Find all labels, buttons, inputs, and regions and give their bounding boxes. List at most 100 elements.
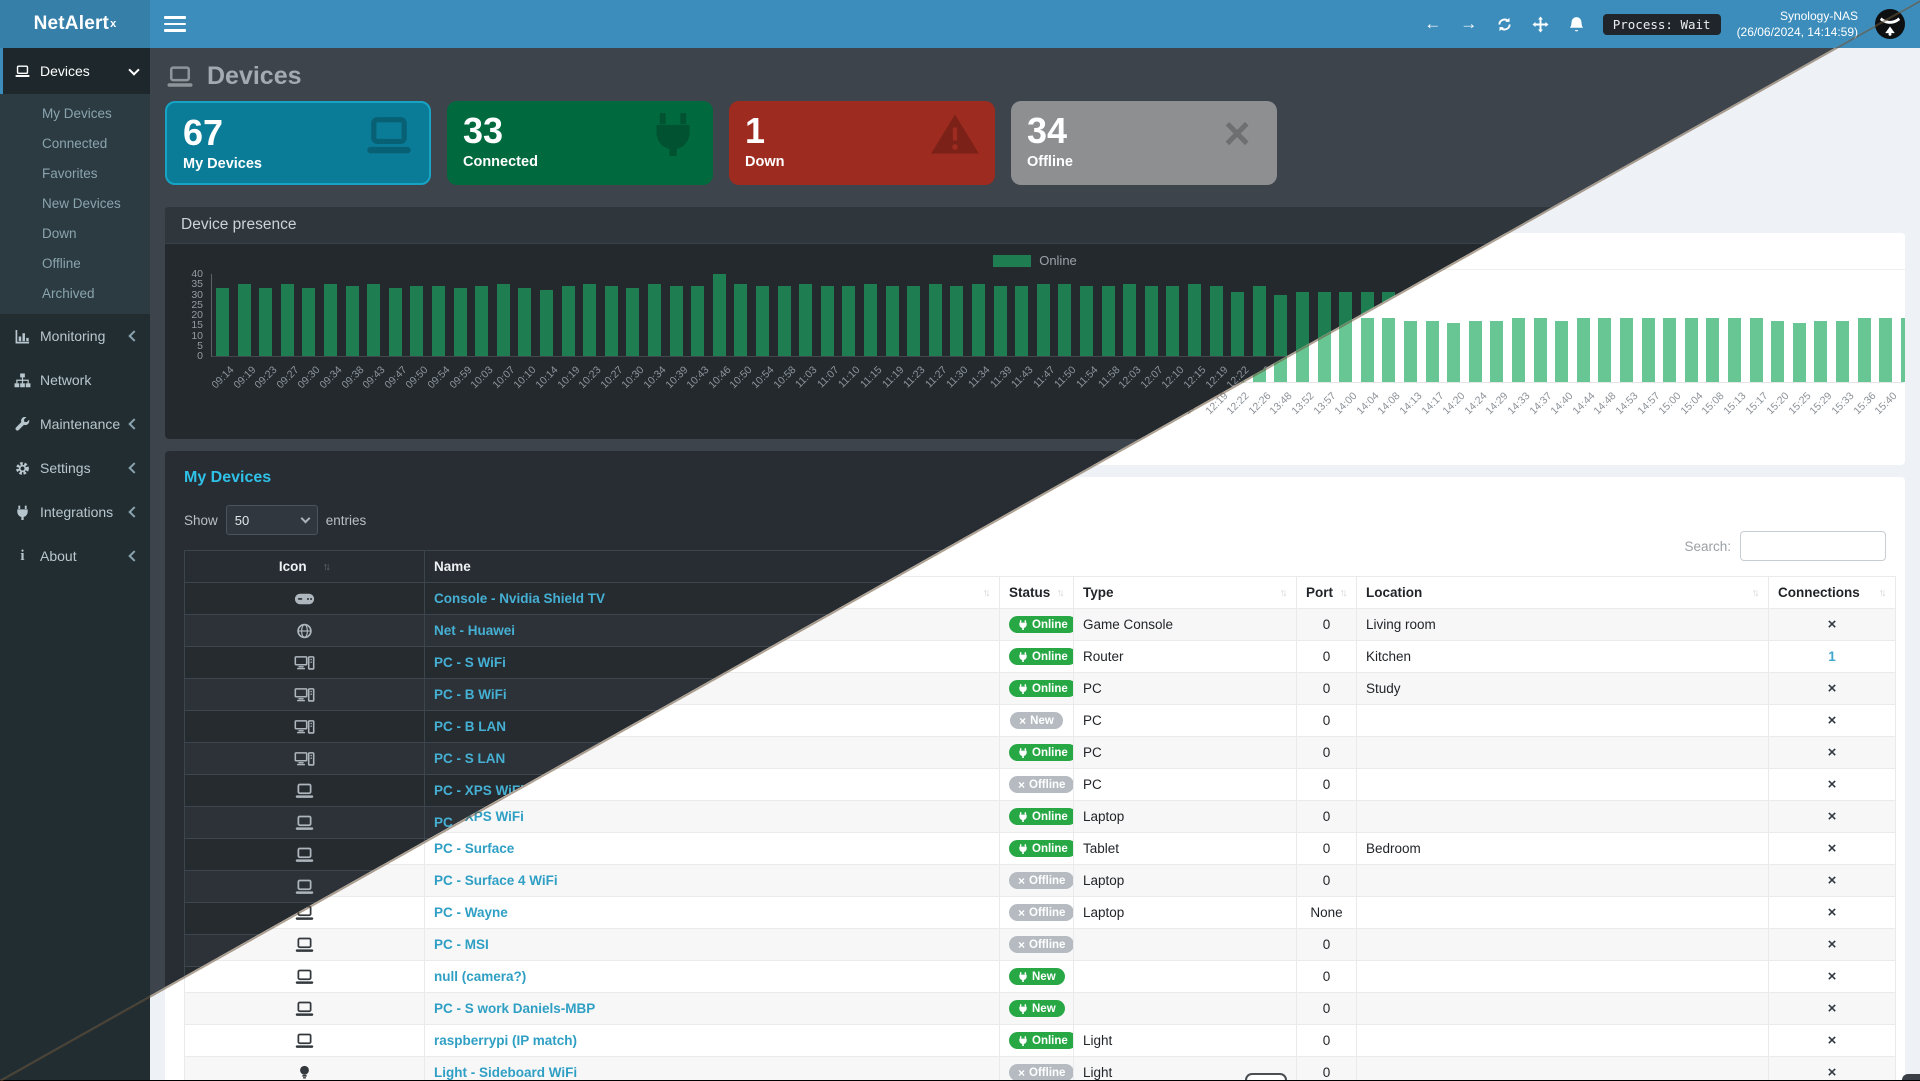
- chart-bar: [1274, 294, 1288, 356]
- back-arrow-icon[interactable]: ←: [1424, 14, 1442, 33]
- connections-x-icon[interactable]: ×: [1827, 1006, 1837, 1023]
- my-devices-card: My Devices Show 50 entries Search: Icon↑…: [165, 451, 1905, 1080]
- device-name-link[interactable]: Console - Nvidia Shield TV: [434, 591, 606, 606]
- column-header-port[interactable]: Port ↑↓: [1296, 550, 1357, 583]
- device-name-link[interactable]: Net - Huawei: [434, 623, 516, 638]
- gamepad-icon: [294, 590, 315, 605]
- chevron-left-icon: [128, 462, 140, 474]
- hamburger-menu-icon[interactable]: [164, 16, 186, 32]
- device-port-cell: 0: [1296, 710, 1357, 743]
- device-location-cell: [1356, 902, 1769, 935]
- stat-card-down[interactable]: 1 Down: [729, 101, 995, 185]
- chart-bar: [1058, 284, 1072, 356]
- chart-bar: [993, 286, 1007, 356]
- device-port-cell: 0: [1296, 646, 1357, 679]
- chevron-left-icon: [128, 418, 140, 430]
- device-name-link[interactable]: PC - MSI: [434, 911, 489, 926]
- chevron-left-icon: [128, 506, 140, 518]
- device-name-link[interactable]: null (camera?): [434, 943, 527, 958]
- column-header-status[interactable]: Status ↑↓: [999, 550, 1074, 583]
- notifications-bell-icon[interactable]: [1567, 14, 1587, 34]
- device-type-cell: Laptop: [1073, 838, 1297, 871]
- search-input[interactable]: [1740, 505, 1886, 535]
- device-name-link[interactable]: raspberrypi (IP match): [434, 1007, 578, 1022]
- sidebar-item-monitoring[interactable]: Monitoring: [0, 314, 150, 358]
- connections-x-icon[interactable]: ×: [1827, 718, 1837, 735]
- sidebar-item-new-devices[interactable]: New Devices: [42, 195, 121, 211]
- sidebar-item-my-devices[interactable]: My Devices: [42, 105, 112, 121]
- column-header-type[interactable]: Type ↑↓: [1073, 550, 1297, 583]
- chart-bar: [1101, 286, 1115, 356]
- avatar[interactable]: [1874, 8, 1906, 40]
- device-name-link[interactable]: PC - Surface: [434, 815, 515, 830]
- chart-bar: [756, 286, 769, 356]
- connections-x-icon[interactable]: ×: [1827, 654, 1837, 671]
- stat-card-my-devices[interactable]: 67 My Devices: [165, 101, 431, 185]
- column-header-icon[interactable]: Icon↑↓: [184, 550, 425, 583]
- status-badge: × Offline: [1009, 1070, 1073, 1080]
- device-name-link[interactable]: PC - Wayne: [434, 879, 508, 894]
- device-name-link[interactable]: PC - Surface 4 WiFi: [434, 847, 558, 862]
- device-location-cell: [1356, 870, 1769, 903]
- connections-x-icon[interactable]: ×: [1827, 686, 1837, 703]
- column-header-name[interactable]: Name↑↓: [424, 550, 1000, 583]
- chart-bar: [324, 284, 337, 356]
- connections-x-icon[interactable]: ×: [1827, 878, 1837, 895]
- sort-icon[interactable]: ↑↓: [322, 560, 331, 573]
- move-pan-icon[interactable]: [1531, 14, 1551, 34]
- device-name-link[interactable]: Light - Sideboard WiFi: [434, 1039, 578, 1054]
- connections-x-icon[interactable]: ×: [1827, 910, 1837, 927]
- scroll-top-button-partial[interactable]: [1902, 1074, 1920, 1080]
- device-type-cell: [1073, 902, 1297, 935]
- sidebar-item-settings[interactable]: Settings: [0, 446, 150, 490]
- sort-icon[interactable]: ↑↓: [1878, 560, 1887, 573]
- sort-icon[interactable]: ↑↓: [1056, 560, 1065, 573]
- chart-bar: [820, 286, 834, 356]
- column-header-location[interactable]: Location ↑↓: [1356, 550, 1769, 583]
- partial-popup-element: [1245, 1073, 1287, 1080]
- forward-arrow-icon[interactable]: →: [1460, 14, 1478, 33]
- sort-icon[interactable]: ↑↓: [1279, 560, 1288, 573]
- stat-card-offline[interactable]: 34 Offline ×: [1011, 101, 1277, 185]
- device-name-link[interactable]: PC - S WiFi: [434, 655, 506, 670]
- device-name-link[interactable]: Light - bedside B WiFi: [434, 1071, 576, 1080]
- connections-x-icon[interactable]: ×: [1827, 750, 1837, 767]
- column-header-connections[interactable]: Connections ↑↓: [1768, 550, 1896, 583]
- sidebar-item-connected[interactable]: Connected: [42, 135, 108, 151]
- sidebar-item-down[interactable]: Down: [42, 225, 77, 241]
- sidebar-item-network[interactable]: Network: [0, 358, 150, 402]
- connections-x-icon[interactable]: ×: [1827, 814, 1837, 831]
- device-name-link[interactable]: PC - S work Daniels-MBP: [434, 975, 596, 990]
- connections-x-icon[interactable]: ×: [1827, 590, 1837, 607]
- page-size-select[interactable]: 50: [225, 505, 318, 535]
- device-name-link[interactable]: PC - B LAN: [434, 719, 506, 734]
- sidebar-item-archived[interactable]: Archived: [42, 285, 95, 301]
- chart-bar: [367, 284, 381, 356]
- connections-x-icon[interactable]: ×: [1827, 1038, 1837, 1055]
- device-name-link[interactable]: PC - XPS WiFi: [434, 783, 524, 798]
- refresh-icon[interactable]: [1495, 14, 1515, 34]
- sort-icon[interactable]: ↑↓: [1339, 560, 1348, 573]
- chart-bar: [1036, 284, 1050, 356]
- connections-x-icon[interactable]: ×: [1827, 782, 1837, 799]
- stat-card-connected[interactable]: 33 Connected: [447, 101, 713, 185]
- sidebar-item-offline[interactable]: Offline: [42, 255, 81, 271]
- sidebar-item-integrations[interactable]: Integrations: [0, 490, 150, 534]
- sort-icon[interactable]: ↑↓: [1751, 560, 1760, 573]
- connections-x-icon[interactable]: ×: [1827, 974, 1837, 991]
- sort-icon[interactable]: ↑↓: [982, 560, 991, 573]
- chart-bar: [496, 284, 510, 356]
- connections-x-icon[interactable]: ×: [1827, 942, 1837, 959]
- device-name-link[interactable]: PC - B WiFi: [434, 687, 507, 702]
- connections-count-link[interactable]: 1: [1828, 623, 1836, 638]
- device-port-cell: 0: [1296, 902, 1357, 935]
- sidebar-item-devices[interactable]: Devices: [0, 48, 150, 94]
- connections-x-icon[interactable]: ×: [1827, 1070, 1837, 1080]
- sidebar-item-maintenance[interactable]: Maintenance: [0, 402, 150, 446]
- sidebar-item-favorites[interactable]: Favorites: [42, 165, 98, 181]
- connections-x-icon[interactable]: ×: [1827, 846, 1837, 863]
- device-name-link[interactable]: PC - S LAN: [434, 751, 506, 766]
